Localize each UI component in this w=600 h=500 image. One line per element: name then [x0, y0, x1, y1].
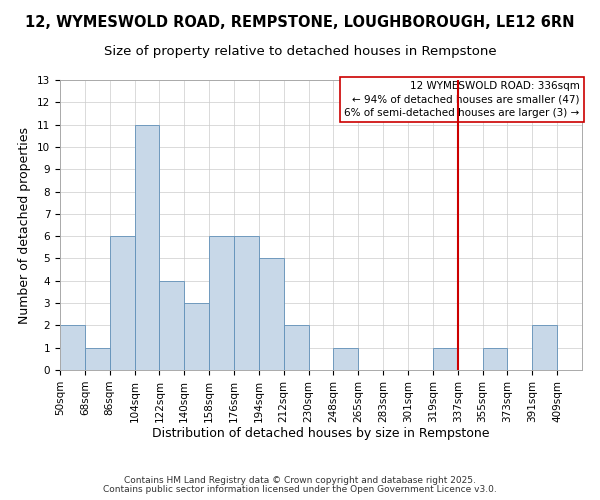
Y-axis label: Number of detached properties: Number of detached properties — [19, 126, 31, 324]
Bar — [482, 348, 508, 370]
Bar — [85, 348, 110, 370]
Bar — [184, 303, 209, 370]
Text: 12, WYMESWOLD ROAD, REMPSTONE, LOUGHBOROUGH, LE12 6RN: 12, WYMESWOLD ROAD, REMPSTONE, LOUGHBORO… — [25, 15, 575, 30]
Bar — [234, 236, 259, 370]
Text: Contains HM Land Registry data © Crown copyright and database right 2025.: Contains HM Land Registry data © Crown c… — [124, 476, 476, 485]
Text: Size of property relative to detached houses in Rempstone: Size of property relative to detached ho… — [104, 45, 496, 58]
Bar — [532, 326, 557, 370]
Text: 12 WYMESWOLD ROAD: 336sqm
← 94% of detached houses are smaller (47)
6% of semi-d: 12 WYMESWOLD ROAD: 336sqm ← 94% of detac… — [344, 82, 580, 118]
Bar — [433, 348, 458, 370]
Bar — [284, 326, 308, 370]
Bar — [209, 236, 234, 370]
Bar — [160, 281, 184, 370]
Text: Contains public sector information licensed under the Open Government Licence v3: Contains public sector information licen… — [103, 485, 497, 494]
X-axis label: Distribution of detached houses by size in Rempstone: Distribution of detached houses by size … — [152, 428, 490, 440]
Bar — [134, 124, 160, 370]
Bar — [259, 258, 284, 370]
Bar — [110, 236, 134, 370]
Bar — [334, 348, 358, 370]
Bar — [60, 326, 85, 370]
